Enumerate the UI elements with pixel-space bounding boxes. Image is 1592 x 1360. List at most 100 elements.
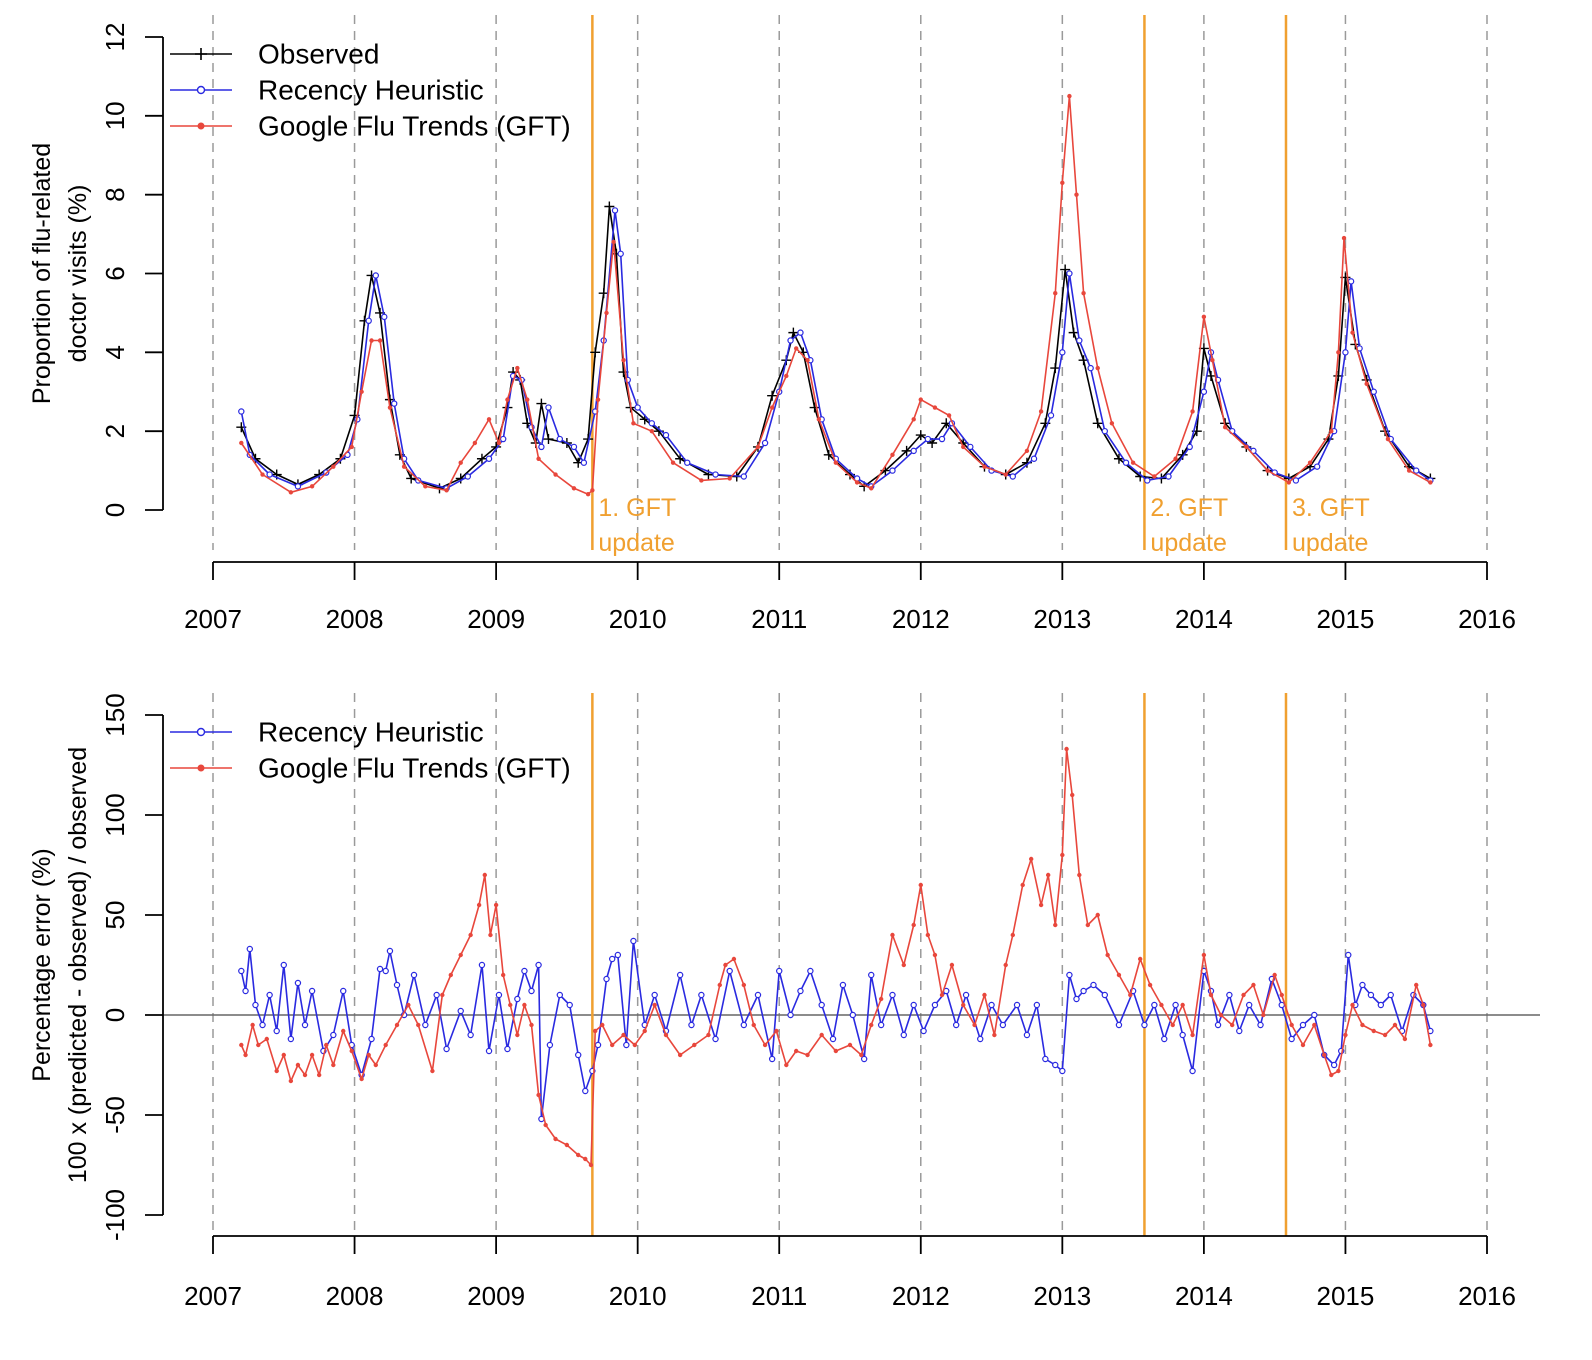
data-point — [754, 991, 762, 999]
legend-entry: Google Flu Trends (GFT) — [258, 111, 571, 142]
data-point — [472, 440, 478, 446]
data-point — [416, 1022, 421, 1028]
data-point — [1173, 456, 1178, 461]
data-point — [1141, 1021, 1148, 1029]
data-point — [260, 472, 265, 477]
data-point — [515, 365, 520, 371]
data-point — [1307, 460, 1313, 465]
data-point — [250, 1022, 255, 1028]
data-point — [508, 1002, 513, 1008]
data-point — [1278, 1001, 1285, 1009]
data-point — [1076, 337, 1083, 344]
data-point — [839, 981, 847, 989]
data-point — [515, 1032, 520, 1038]
data-point — [1060, 852, 1065, 858]
data-point — [698, 991, 705, 999]
data-point — [266, 991, 273, 999]
data-point — [1288, 1035, 1295, 1043]
data-point — [869, 486, 874, 491]
data-point — [295, 1062, 301, 1068]
data-point — [901, 962, 906, 968]
x-tick-label: 2008 — [326, 1281, 384, 1311]
data-point — [1364, 381, 1369, 387]
x-tick-label: 2013 — [1033, 1281, 1091, 1311]
data-point — [324, 1042, 329, 1048]
data-point — [1115, 1021, 1123, 1029]
data-point — [1085, 922, 1091, 928]
data-point — [1059, 1067, 1066, 1075]
data-point — [788, 327, 799, 338]
data-point — [805, 358, 810, 363]
data-point — [504, 1045, 511, 1053]
data-point — [401, 464, 407, 469]
series-line — [240, 95, 1431, 496]
data-point — [1190, 409, 1195, 414]
data-point — [1413, 467, 1420, 474]
data-point — [302, 1072, 308, 1078]
data-point — [1289, 1022, 1294, 1028]
series-recency-heuristic — [238, 207, 1434, 492]
data-point — [1066, 270, 1073, 277]
y-tick-label: 150 — [100, 693, 130, 736]
data-point — [784, 373, 789, 379]
data-point — [1023, 1031, 1031, 1039]
y-tick-label: 2 — [100, 424, 130, 438]
data-point — [1286, 480, 1292, 485]
data-point — [787, 337, 794, 344]
data-point — [829, 1035, 837, 1043]
data-point — [1367, 991, 1375, 999]
data-point — [288, 1078, 294, 1084]
data-point — [1122, 459, 1130, 466]
x-tick-label: 2014 — [1175, 1281, 1233, 1311]
data-point — [1382, 1032, 1388, 1038]
data-point — [805, 1052, 810, 1058]
x-tick-label: 2007 — [184, 1281, 242, 1311]
data-point — [809, 402, 820, 413]
legend-marker — [197, 764, 205, 772]
x-tick-label: 2015 — [1317, 1281, 1375, 1311]
x-tick-label: 2011 — [751, 604, 807, 634]
data-point — [849, 1011, 857, 1019]
data-point — [1329, 1072, 1334, 1078]
data-point — [1009, 473, 1016, 480]
data-point — [406, 473, 417, 484]
data-point — [617, 250, 624, 257]
data-point — [869, 1022, 874, 1028]
data-point — [1345, 951, 1352, 959]
data-point — [961, 444, 966, 450]
x-tick-label: 2010 — [609, 604, 667, 634]
data-point — [521, 967, 528, 975]
data-point — [1073, 995, 1080, 1003]
data-point — [901, 445, 912, 456]
data-point — [1074, 192, 1079, 197]
data-point — [571, 486, 577, 491]
y-axis-label: Proportion of flu-related — [28, 143, 56, 404]
data-point — [1402, 1036, 1408, 1042]
data-point — [1053, 291, 1058, 296]
data-point — [699, 478, 704, 483]
data-point — [1322, 1052, 1327, 1058]
x-tick-label: 2012 — [892, 604, 950, 634]
data-point — [767, 390, 778, 401]
legend-marker — [197, 122, 205, 130]
series-recency-heuristic — [238, 937, 1434, 1123]
data-point — [368, 1035, 375, 1043]
data-point — [1244, 444, 1249, 450]
data-point — [1208, 992, 1214, 998]
data-point — [860, 1055, 868, 1063]
data-point — [488, 932, 493, 938]
data-point — [528, 987, 535, 995]
data-point — [931, 1001, 939, 1009]
data-point — [1377, 1001, 1385, 1009]
legend-marker — [196, 727, 206, 737]
data-point — [952, 1021, 960, 1029]
data-point — [1179, 1031, 1186, 1039]
data-point — [1068, 327, 1079, 338]
gft-update-label: update — [1292, 529, 1368, 557]
data-point — [740, 1021, 748, 1029]
data-point — [1414, 982, 1419, 988]
data-point — [1201, 314, 1207, 320]
data-point — [1279, 992, 1284, 998]
